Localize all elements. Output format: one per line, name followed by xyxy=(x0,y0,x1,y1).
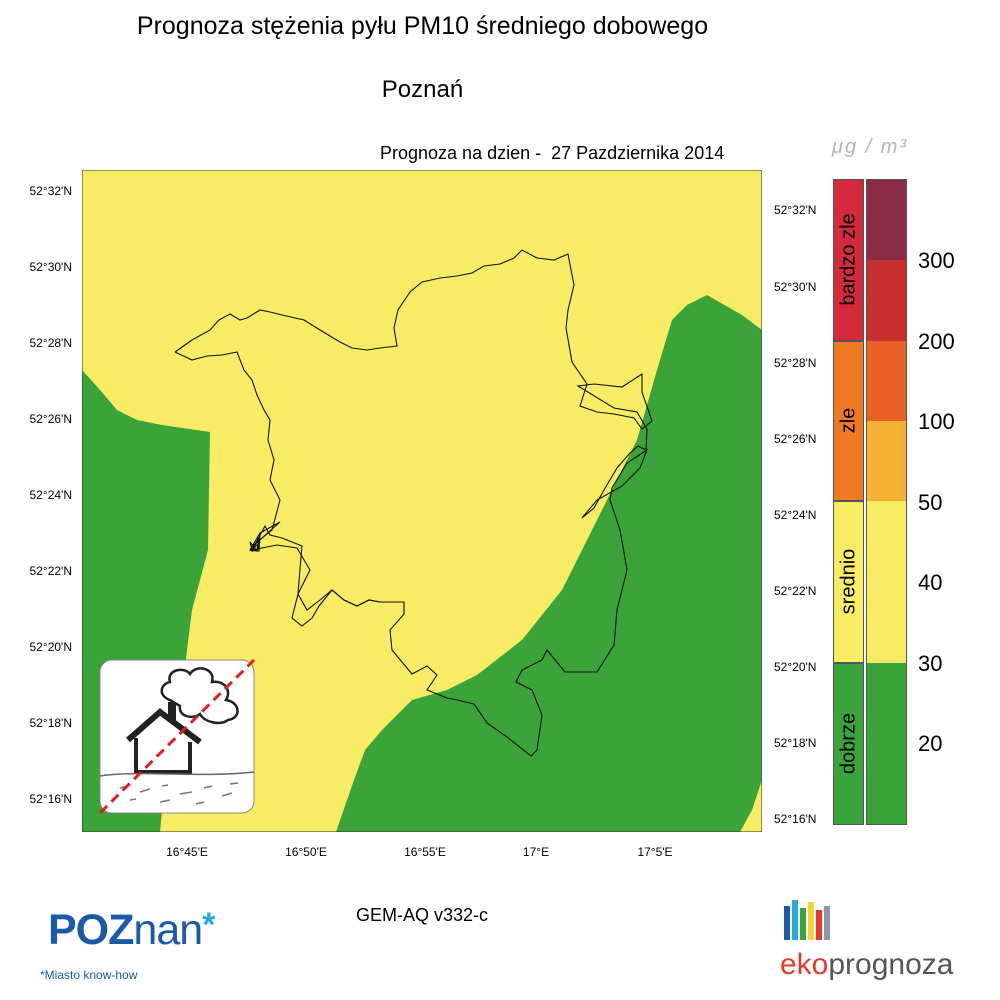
category-dobrze: dobrze xyxy=(833,663,864,825)
color-swatch xyxy=(866,501,907,663)
color-swatch xyxy=(866,663,907,825)
chimney-icon xyxy=(168,702,176,722)
lon-label: 16°45'E xyxy=(166,845,208,859)
lon-label: 17°E xyxy=(522,845,550,859)
lat-label-left: 52°16'N xyxy=(29,792,72,806)
ekoprognoza-logo-part: eko xyxy=(780,948,829,981)
city-boundary-west xyxy=(174,351,381,611)
legend-tick: 200 xyxy=(918,329,955,354)
lat-label-right: 52°28'N xyxy=(774,356,817,370)
category-bardzo-zle: bardzo zle xyxy=(833,179,864,341)
legend-tick: 20 xyxy=(918,731,943,756)
color-swatch xyxy=(866,421,907,501)
dashed-diagonal-line xyxy=(98,658,256,815)
category-label: srednio xyxy=(837,548,860,615)
smog-emblem xyxy=(98,658,256,815)
ekoprognoza-logo: ekoprognoza xyxy=(780,948,953,982)
lat-label-left: 52°28'N xyxy=(29,336,72,350)
lat-label-left: 52°26'N xyxy=(29,412,72,426)
lat-label-left: 52°24'N xyxy=(29,488,72,502)
poznan-logo-part: POZ xyxy=(48,906,134,954)
city-name: Poznań xyxy=(381,76,464,103)
legend-tick: 50 xyxy=(918,490,943,515)
house-roof-icon xyxy=(126,708,202,745)
lat-label-right: 52°26'N xyxy=(774,432,817,446)
lat-label-right: 52°18'N xyxy=(774,736,817,750)
category-label: dobrze xyxy=(837,712,860,775)
legend-tick: 300 xyxy=(918,248,955,273)
city-boundary xyxy=(174,249,653,757)
color-swatch xyxy=(866,260,907,341)
zone-srednio-corner xyxy=(740,780,762,832)
lat-label-left: 52°18'N xyxy=(29,716,72,730)
asterisk-icon: * xyxy=(202,906,215,944)
category-zle: zle xyxy=(833,341,864,501)
ground-line xyxy=(99,771,255,777)
lat-label-right: 52°30'N xyxy=(774,280,817,294)
lat-label-right: 52°24'N xyxy=(774,508,817,522)
house-wall-icon xyxy=(134,738,192,774)
lat-label-right: 52°32'N xyxy=(774,203,817,217)
ground-texture xyxy=(119,782,239,805)
category-label: zle xyxy=(837,407,860,434)
ekoprognoza-bars-icon xyxy=(784,900,830,940)
unit-label: μg / m³ xyxy=(832,136,909,158)
lat-label-left: 52°30'N xyxy=(29,260,72,274)
lat-label-left: 52°22'N xyxy=(29,564,72,578)
lat-label-right: 52°20'N xyxy=(774,660,817,674)
legend-tick: 100 xyxy=(918,409,955,434)
color-swatch xyxy=(866,179,907,260)
lon-label: 17°5'E xyxy=(637,845,673,859)
poznan-logo: POZnan* xyxy=(48,906,215,955)
color-swatch xyxy=(866,341,907,421)
forecast-date: Prognoza na dzien - 27 Pazdziernika 2014 xyxy=(380,143,725,163)
pm10-concentration-map xyxy=(82,170,762,832)
lon-label: 16°55'E xyxy=(404,845,446,859)
ekoprognoza-logo-part: prognoza xyxy=(828,948,954,981)
lat-label-right: 52°22'N xyxy=(774,584,817,598)
lat-label-left: 52°32'N xyxy=(29,184,72,198)
zone-dobrze-east xyxy=(336,295,762,832)
poznan-tagline: *Miasto know-how xyxy=(40,968,138,982)
legend-tick: 40 xyxy=(918,570,943,595)
legend-tick: 30 xyxy=(918,651,943,676)
lat-label-left: 52°20'N xyxy=(29,640,72,654)
model-version: GEM-AQ v332-c xyxy=(356,905,489,925)
lon-label: 16°50'E xyxy=(285,845,327,859)
poznan-logo-part: nan xyxy=(133,906,203,954)
category-srednio: srednio xyxy=(833,501,864,663)
lat-label-right: 52°16'N xyxy=(774,812,817,826)
map-title: Prognoza stężenia pyłu PM10 średniego do… xyxy=(136,12,709,40)
category-label: bardzo zle xyxy=(837,213,860,306)
